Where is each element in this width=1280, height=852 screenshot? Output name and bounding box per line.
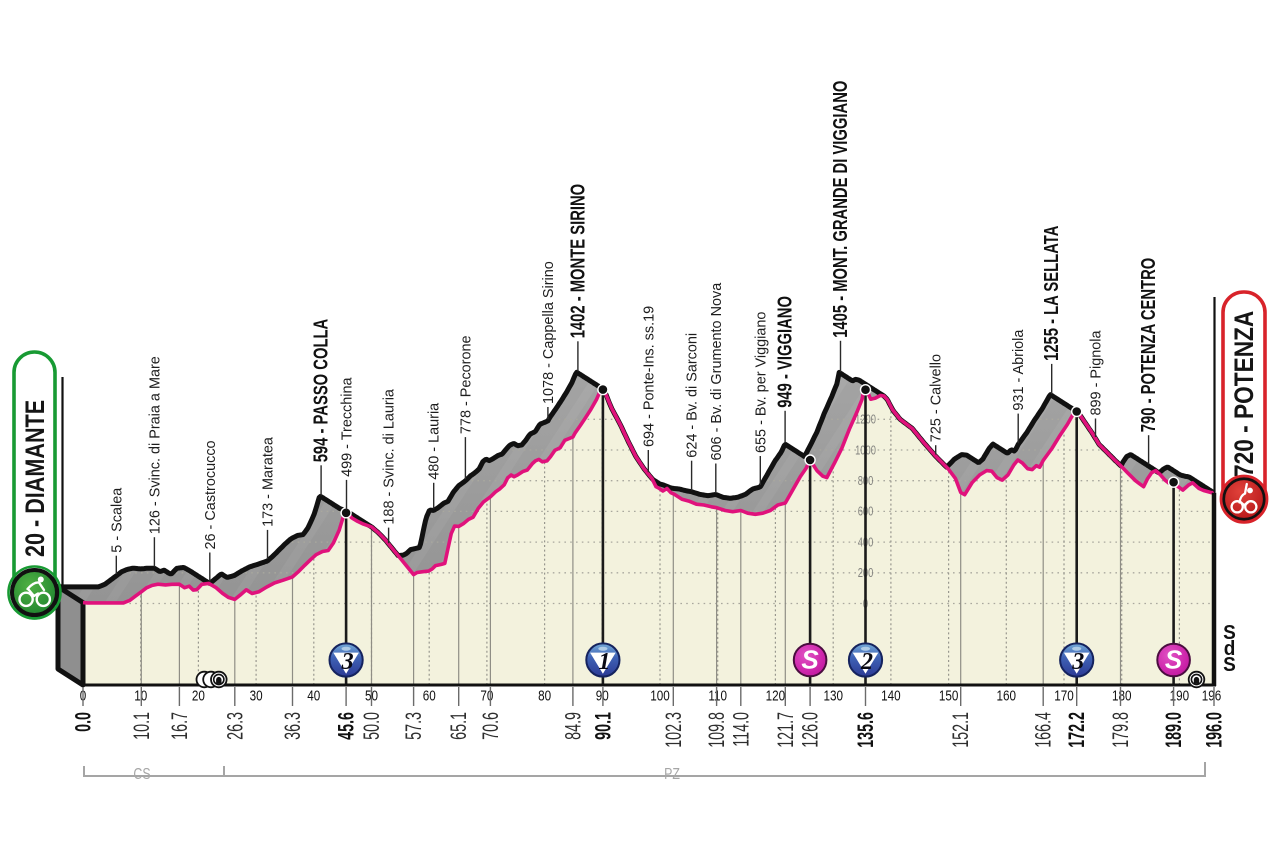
svg-text:d: d bbox=[1224, 638, 1236, 661]
svg-text:S: S bbox=[1223, 622, 1236, 645]
svg-text:694 - Ponte-Ins. ss.19: 694 - Ponte-Ins. ss.19 bbox=[641, 306, 657, 447]
svg-text:180: 180 bbox=[1112, 687, 1132, 704]
svg-text:1: 1 bbox=[598, 649, 610, 675]
svg-text:949 - VIGGIANO: 949 - VIGGIANO bbox=[773, 296, 796, 408]
svg-text:130: 130 bbox=[823, 687, 843, 704]
svg-text:1402 - MONTE SIRINO: 1402 - MONTE SIRINO bbox=[566, 184, 589, 338]
svg-text:PZ: PZ bbox=[664, 765, 680, 783]
svg-text:36.3: 36.3 bbox=[280, 712, 305, 740]
svg-text:40: 40 bbox=[307, 687, 320, 704]
svg-text:188 - Svinc. di Lauria: 188 - Svinc. di Lauria bbox=[381, 388, 397, 524]
svg-text:931 - Abriola: 931 - Abriola bbox=[1011, 329, 1027, 411]
svg-text:135.6: 135.6 bbox=[853, 712, 878, 748]
svg-text:170: 170 bbox=[1054, 687, 1074, 704]
svg-text:S: S bbox=[1223, 654, 1236, 677]
svg-text:5 - Scalea: 5 - Scalea bbox=[109, 487, 125, 553]
svg-text:65.1: 65.1 bbox=[446, 712, 471, 740]
svg-text:720 - POTENZA: 720 - POTENZA bbox=[1229, 311, 1259, 477]
svg-text:121.7: 121.7 bbox=[773, 712, 798, 748]
svg-text:594 - PASSO COLLA: 594 - PASSO COLLA bbox=[309, 319, 332, 463]
svg-text:45.6: 45.6 bbox=[333, 712, 358, 740]
svg-text:20 - DIAMANTE: 20 - DIAMANTE bbox=[21, 400, 51, 557]
svg-text:50.0: 50.0 bbox=[359, 712, 384, 740]
svg-text:1078 - Cappella Sirino: 1078 - Cappella Sirino bbox=[541, 261, 557, 404]
svg-text:480 - Lauria: 480 - Lauria bbox=[426, 402, 442, 480]
svg-text:790 - POTENZA CENTRO: 790 - POTENZA CENTRO bbox=[1137, 258, 1160, 432]
svg-text:150: 150 bbox=[939, 687, 959, 704]
svg-text:30: 30 bbox=[250, 687, 263, 704]
svg-text:190: 190 bbox=[1170, 687, 1190, 704]
svg-text:S: S bbox=[1165, 645, 1183, 675]
svg-text:3: 3 bbox=[341, 649, 354, 675]
svg-text:499 - Trecchina: 499 - Trecchina bbox=[339, 377, 355, 477]
svg-text:26.3: 26.3 bbox=[222, 712, 247, 740]
svg-text:2: 2 bbox=[860, 649, 873, 675]
svg-text:725 - Calvello: 725 - Calvello bbox=[928, 354, 944, 442]
svg-text:196.0: 196.0 bbox=[1201, 712, 1226, 748]
svg-text:606 - Bv. di Grumento Nova: 606 - Bv. di Grumento Nova bbox=[708, 282, 724, 460]
svg-text:166.4: 166.4 bbox=[1031, 712, 1056, 748]
svg-text:140: 140 bbox=[881, 687, 901, 704]
svg-text:189.0: 189.0 bbox=[1161, 712, 1186, 748]
svg-text:0.0: 0.0 bbox=[70, 712, 95, 732]
svg-text:1405 - MONT. GRANDE DI VIGGIAN: 1405 - MONT. GRANDE DI VIGGIANO bbox=[829, 81, 852, 338]
svg-text:S: S bbox=[801, 645, 819, 675]
svg-text:172.2: 172.2 bbox=[1064, 712, 1089, 748]
svg-text:70.6: 70.6 bbox=[478, 712, 503, 740]
svg-text:120: 120 bbox=[766, 687, 786, 704]
svg-text:60: 60 bbox=[423, 687, 436, 704]
svg-text:152.1: 152.1 bbox=[948, 712, 973, 748]
svg-text:114.0: 114.0 bbox=[728, 712, 753, 747]
svg-text:126.0: 126.0 bbox=[797, 712, 822, 748]
svg-text:179.8: 179.8 bbox=[1108, 712, 1133, 748]
svg-text:90.1: 90.1 bbox=[590, 712, 615, 740]
svg-text:778 - Pecorone: 778 - Pecorone bbox=[458, 335, 474, 434]
svg-text:80: 80 bbox=[538, 687, 551, 704]
svg-text:126 - Svinc. di Praia a Mare: 126 - Svinc. di Praia a Mare bbox=[147, 356, 163, 534]
svg-text:3: 3 bbox=[1071, 649, 1084, 675]
svg-text:102.3: 102.3 bbox=[661, 712, 686, 748]
svg-text:16.7: 16.7 bbox=[167, 712, 192, 740]
svg-text:70: 70 bbox=[480, 687, 493, 704]
svg-text:CS: CS bbox=[133, 765, 150, 783]
svg-text:109.8: 109.8 bbox=[704, 712, 729, 748]
svg-text:160: 160 bbox=[997, 687, 1017, 704]
svg-text:26 - Castrocucco: 26 - Castrocucco bbox=[202, 440, 218, 549]
svg-text:10.1: 10.1 bbox=[129, 712, 154, 740]
svg-text:100: 100 bbox=[650, 687, 670, 704]
svg-text:110: 110 bbox=[708, 687, 727, 704]
svg-text:20: 20 bbox=[192, 687, 205, 704]
svg-text:655 - Bv. per Viggiano: 655 - Bv. per Viggiano bbox=[753, 312, 769, 453]
svg-text:1255 - LA SELLATA: 1255 - LA SELLATA bbox=[1040, 225, 1063, 361]
svg-text:624 - Bv. di Sarconi: 624 - Bv. di Sarconi bbox=[684, 333, 700, 458]
svg-text:196: 196 bbox=[1202, 687, 1222, 704]
svg-text:84.9: 84.9 bbox=[560, 712, 585, 740]
svg-text:899 - Pignola: 899 - Pignola bbox=[1088, 330, 1104, 416]
svg-text:57.3: 57.3 bbox=[401, 712, 426, 740]
svg-text:173 - Maratea: 173 - Maratea bbox=[260, 436, 276, 527]
